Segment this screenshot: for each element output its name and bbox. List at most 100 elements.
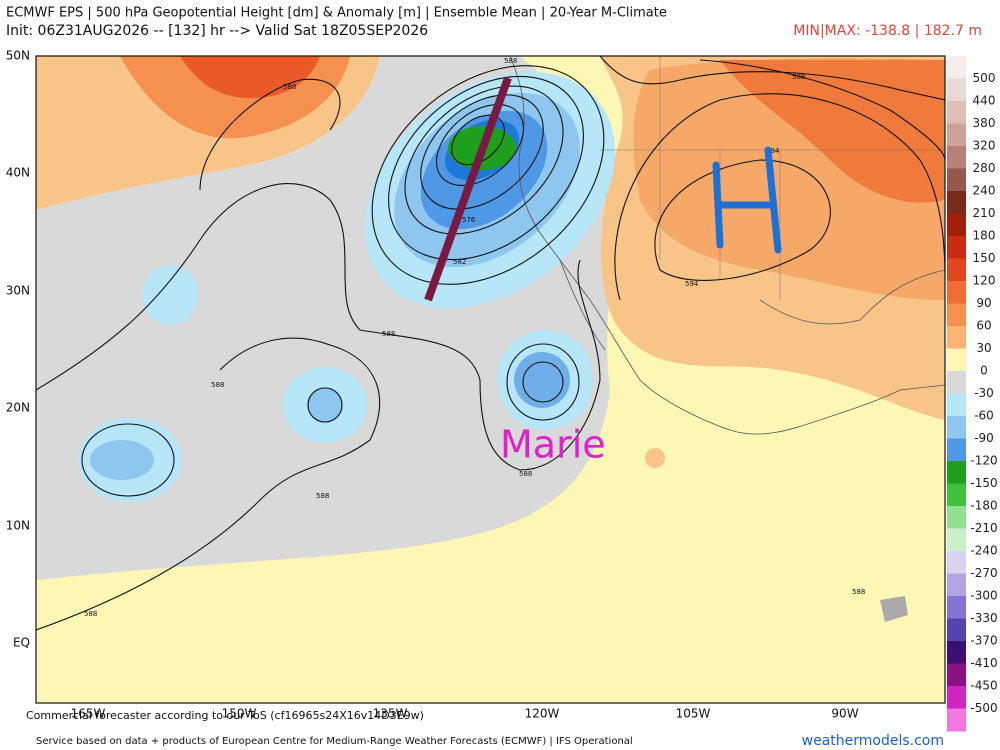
lon-label: 90W (831, 707, 858, 721)
contour-label: 588 (382, 330, 395, 338)
colorbar-band (947, 146, 966, 169)
colorbar-band (947, 483, 966, 507)
colorbar-label: -410 (970, 656, 997, 670)
min-max: MIN|MAX: -138.8 | 182.7 m (793, 23, 982, 39)
colorbar-label: -370 (970, 634, 997, 648)
lon-label: 165W (71, 707, 106, 721)
colorbar-label: -450 (970, 679, 997, 693)
contour-label: 588 (519, 470, 532, 478)
anomaly-neg (142, 265, 198, 325)
colorbar-band (947, 303, 966, 327)
colorbar-label: 60 (976, 319, 991, 333)
colorbar-band (947, 663, 966, 687)
colorbar-label: 500 (973, 71, 996, 85)
contour-label: 594 (766, 147, 780, 155)
anomaly-neg (307, 387, 343, 423)
colorbar-band (947, 258, 966, 282)
colorbar-band (947, 461, 966, 484)
lat-label: 30N (6, 284, 30, 298)
colorbar-label: 30 (976, 341, 991, 355)
notice: Commercial forecaster according to our T… (26, 709, 424, 722)
site-link[interactable]: weathermodels.com (802, 733, 944, 749)
lon-label: 105W (676, 707, 711, 721)
colorbar-label: -60 (974, 409, 994, 423)
anomaly-neg (90, 440, 154, 480)
borders (600, 56, 945, 300)
colorbar-band (947, 393, 966, 417)
colorbar-band (947, 326, 966, 349)
colorbar: 500 440 380 320 280 240 210 180 150 120 90 60 30 0 -30… (947, 56, 998, 732)
colorbar-band (947, 708, 966, 732)
source: Service based on data + products of Euro… (36, 736, 633, 747)
colorbar-band (947, 438, 966, 462)
colorbar-band (947, 506, 966, 529)
anomaly-pos (720, 60, 945, 203)
map-frame (35, 55, 946, 704)
colorbar-band (947, 551, 966, 574)
high-marker (712, 146, 782, 254)
colorbar-label: -30 (974, 386, 994, 400)
lat-label: EQ (13, 636, 30, 650)
contour-label: 588 (852, 588, 865, 596)
lon-axis: 165W 150W 135W 120W 105W 90W (71, 707, 859, 721)
contour-label: 594 (685, 280, 699, 288)
contour-label: 588 (792, 73, 805, 81)
contour-label: 576 (462, 216, 476, 224)
lat-axis: 50N 40N 30N 20N 10N EQ (6, 49, 30, 650)
contour-label: 588 (211, 381, 224, 389)
colorbar-label: 150 (973, 251, 996, 265)
colorbar-label: 240 (973, 184, 996, 198)
colorbar-label: 320 (973, 139, 996, 153)
colorbar-band (947, 596, 966, 619)
contour-label: 588 (504, 57, 517, 65)
colorbar-label: 210 (973, 206, 996, 220)
anomaly-neg (514, 352, 570, 408)
colorbar-band (947, 168, 966, 192)
contour-label: 588 (316, 492, 329, 500)
colorbar-band (947, 78, 966, 102)
colorbar-band (947, 371, 966, 394)
lat-label: 40N (6, 166, 30, 180)
colorbar-label: 180 (973, 229, 996, 243)
anomaly-pos (645, 448, 665, 468)
colorbar-label: 120 (973, 274, 996, 288)
title: ECMWF EPS | 500 hPa Geopotential Height … (6, 6, 667, 21)
contour-label: 582 (453, 258, 466, 266)
colorbar-band (947, 123, 966, 147)
colorbar-label: -90 (974, 431, 994, 445)
trough-axis (424, 76, 512, 302)
colorbar-label: 380 (973, 116, 996, 130)
colorbar-label: -240 (970, 544, 997, 558)
colorbar-label: 280 (973, 161, 996, 175)
lat-label: 50N (6, 49, 30, 63)
lat-label: 10N (6, 519, 30, 533)
island (880, 596, 908, 622)
init-line: Init: 06Z31AUG2026 -- [132] hr --> Valid… (6, 23, 428, 39)
colorbar-band (947, 56, 966, 79)
colorbar-band (947, 281, 966, 304)
coastline (759, 269, 945, 325)
contour-label: 588 (283, 83, 296, 91)
colorbar-label: 0 (980, 364, 988, 378)
colorbar-band (947, 528, 966, 552)
lon-label: 150W (222, 707, 257, 721)
colorbar-band (947, 641, 966, 664)
colorbar-band (947, 236, 966, 259)
map-field: 588 576 582 588 588 588 588 588 594 594 … (36, 56, 945, 703)
colorbar-band (947, 618, 966, 642)
lat-label: 20N (6, 401, 30, 415)
colorbar-band (947, 573, 966, 597)
contour-label: 588 (84, 610, 97, 618)
colorbar-band (947, 191, 966, 214)
colorbar-band (947, 686, 966, 709)
colorbar-label: 90 (976, 296, 991, 310)
storm-label: Marie (500, 423, 606, 467)
anomaly-pos (180, 56, 320, 99)
colorbar-label: -120 (970, 454, 997, 468)
colorbar-label: -210 (970, 521, 997, 535)
coastline (559, 259, 606, 351)
colorbar-band (947, 213, 966, 237)
colorbar-label: -180 (970, 499, 997, 513)
